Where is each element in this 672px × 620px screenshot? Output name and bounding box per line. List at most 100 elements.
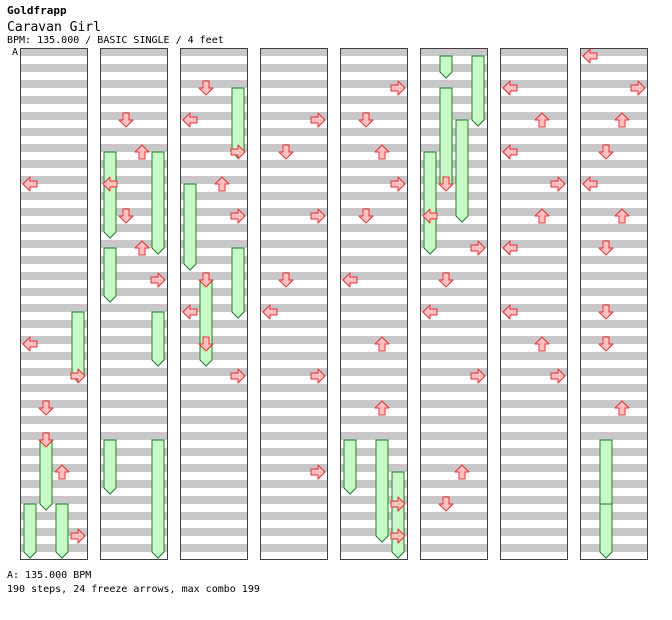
measure-stripe	[180, 520, 248, 528]
measure-stripe	[420, 88, 488, 96]
freeze-arrow	[183, 183, 197, 271]
measure-stripe	[260, 336, 328, 344]
measure-stripe	[420, 264, 488, 272]
measure-stripe	[580, 80, 648, 88]
chart-column	[100, 48, 168, 560]
measure-stripe	[420, 288, 488, 296]
measure-stripe	[260, 56, 328, 64]
measure-stripe	[500, 392, 568, 400]
measure-stripe	[20, 488, 88, 496]
measure-stripe	[100, 440, 168, 448]
measure-stripe	[180, 360, 248, 368]
measure-stripe	[500, 432, 568, 440]
measure-stripe	[180, 248, 248, 256]
step-arrow	[502, 80, 518, 96]
measure-stripe	[260, 136, 328, 144]
measure-stripe	[500, 400, 568, 408]
step-arrow	[262, 304, 278, 320]
measure-stripe	[340, 168, 408, 176]
measure-stripe	[260, 344, 328, 352]
measure-stripe	[340, 432, 408, 440]
measure-stripe	[100, 360, 168, 368]
measure-stripe	[340, 144, 408, 152]
measure-stripe	[180, 200, 248, 208]
measure-stripe	[260, 248, 328, 256]
measure-stripe	[20, 280, 88, 288]
freeze-arrow	[455, 119, 469, 223]
measure-stripe	[260, 392, 328, 400]
measure-stripe	[340, 480, 408, 488]
measure-stripe	[500, 112, 568, 120]
measure-stripe	[20, 136, 88, 144]
measure-stripe	[100, 112, 168, 120]
song-title: Caravan Girl	[7, 20, 101, 35]
step-arrow	[198, 80, 214, 96]
measure-stripe	[420, 248, 488, 256]
measure-stripe	[100, 272, 168, 280]
step-arrow	[438, 176, 454, 192]
measure-stripe	[260, 160, 328, 168]
measure-stripe	[20, 248, 88, 256]
measure-stripe	[20, 208, 88, 216]
measure-stripe	[420, 528, 488, 536]
step-arrow	[118, 112, 134, 128]
step-arrow	[502, 240, 518, 256]
measure-stripe	[420, 216, 488, 224]
measure-stripe	[580, 360, 648, 368]
measure-stripe	[500, 448, 568, 456]
measure-stripe	[20, 504, 88, 512]
measure-stripe	[100, 144, 168, 152]
measure-stripe	[420, 232, 488, 240]
measure-stripe	[100, 216, 168, 224]
measure-stripe	[420, 200, 488, 208]
measure-stripe	[100, 408, 168, 416]
measure-stripe	[500, 192, 568, 200]
measure-stripe	[580, 152, 648, 160]
measure-stripe	[340, 224, 408, 232]
step-arrow	[182, 304, 198, 320]
measure-stripe	[260, 480, 328, 488]
measure-stripe	[100, 480, 168, 488]
measure-stripe	[500, 472, 568, 480]
freeze-arrow	[375, 439, 389, 543]
measure-stripe	[420, 280, 488, 288]
measure-stripe	[500, 56, 568, 64]
measure-stripe	[420, 56, 488, 64]
measure-stripe	[580, 344, 648, 352]
measure-stripe	[420, 160, 488, 168]
measure-stripe	[340, 216, 408, 224]
step-arrow	[598, 304, 614, 320]
measure-stripe	[340, 136, 408, 144]
step-arrow	[598, 336, 614, 352]
step-arrow	[614, 208, 630, 224]
measure-stripe	[20, 320, 88, 328]
measure-stripe	[500, 440, 568, 448]
artist-name: Goldfrapp	[7, 4, 67, 17]
measure-stripe	[180, 80, 248, 88]
measure-stripe	[260, 168, 328, 176]
chart-column	[340, 48, 408, 560]
measure-stripe	[20, 104, 88, 112]
measure-stripe	[420, 520, 488, 528]
measure-stripe	[100, 512, 168, 520]
measure-stripe	[180, 384, 248, 392]
measure-stripe	[420, 392, 488, 400]
measure-stripe	[580, 208, 648, 216]
measure-stripe	[180, 128, 248, 136]
measure-stripe	[500, 136, 568, 144]
measure-stripe	[100, 248, 168, 256]
measure-stripe	[260, 408, 328, 416]
measure-stripe	[340, 360, 408, 368]
measure-stripe	[340, 464, 408, 472]
measure-stripe	[180, 464, 248, 472]
measure-stripe	[260, 176, 328, 184]
measure-stripe	[100, 536, 168, 544]
measure-stripe	[500, 328, 568, 336]
measure-stripe	[180, 216, 248, 224]
chart-meta: BPM: 135.000 / BASIC SINGLE / 4 feet	[7, 35, 224, 46]
chart-column	[580, 48, 648, 560]
measure-stripe	[100, 176, 168, 184]
measure-stripe	[340, 376, 408, 384]
measure-stripe	[180, 304, 248, 312]
measure-stripe	[180, 96, 248, 104]
